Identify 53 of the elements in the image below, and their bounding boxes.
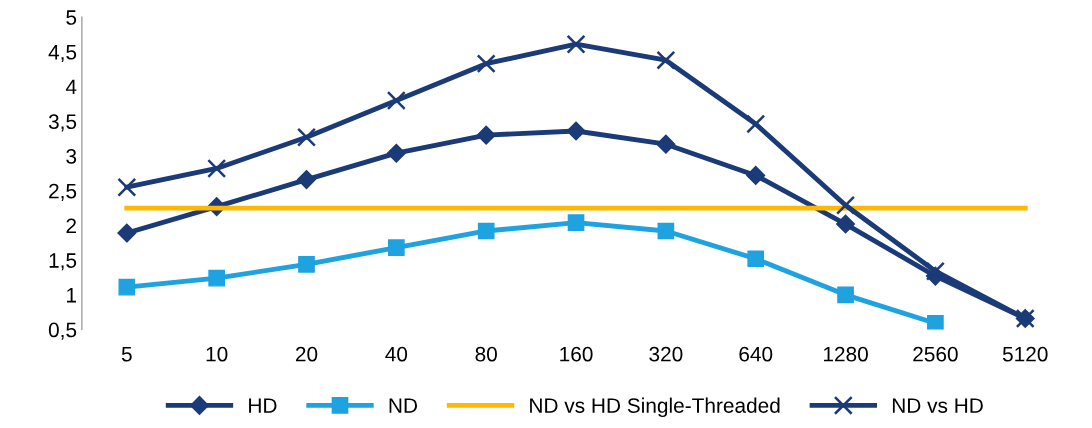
point xyxy=(746,165,766,185)
point xyxy=(476,125,496,145)
point xyxy=(656,134,676,154)
x-tick-label: 40 xyxy=(385,346,408,362)
point xyxy=(836,214,856,234)
point xyxy=(476,54,496,74)
x-tick-label: 160 xyxy=(560,346,593,362)
point xyxy=(207,158,227,179)
point xyxy=(747,250,765,268)
y-tick-label: 3,5 xyxy=(48,114,77,132)
point xyxy=(296,170,317,190)
point xyxy=(118,278,136,296)
point xyxy=(837,286,854,304)
x-tick-label: 640 xyxy=(739,346,773,362)
point xyxy=(925,261,945,281)
y-tick-label: 1 xyxy=(67,288,77,303)
point xyxy=(657,222,675,240)
y-tick-label: 5 xyxy=(66,10,77,25)
point xyxy=(386,143,406,163)
x-tick-label: 5120 xyxy=(1002,346,1048,362)
point xyxy=(835,195,856,215)
x-tick-label: 80 xyxy=(475,346,497,362)
y-tick-label: 1,5 xyxy=(49,253,77,271)
point xyxy=(296,127,317,147)
point xyxy=(386,90,406,111)
legend-label: HD xyxy=(249,398,277,413)
x-tick-label: 2560 xyxy=(913,346,958,362)
point xyxy=(477,222,495,240)
point xyxy=(117,177,137,197)
point xyxy=(567,214,585,231)
legend-label: ND vs HD Single-Threaded xyxy=(530,397,780,418)
point xyxy=(566,121,586,141)
point xyxy=(566,34,586,54)
x-tick-label: 10 xyxy=(206,346,228,362)
y-tick-label: 4 xyxy=(65,79,77,95)
point xyxy=(927,314,944,330)
x-tick-label: 320 xyxy=(649,346,683,362)
x-tick-label: 20 xyxy=(295,346,318,362)
point xyxy=(388,239,405,256)
y-tick-label: 2,5 xyxy=(49,183,77,201)
y-tick-label: 3 xyxy=(66,148,77,164)
x-tick-label: 5 xyxy=(121,346,132,362)
y-tick-label: 0,5 xyxy=(48,322,77,340)
x-tick-label: 1280 xyxy=(823,346,868,362)
point xyxy=(298,255,315,273)
point xyxy=(117,223,137,243)
point xyxy=(208,269,225,287)
y-tick-label: 2 xyxy=(66,218,76,233)
y-tick-label: 4,5 xyxy=(48,45,77,63)
legend-label: ND xyxy=(389,398,417,413)
point xyxy=(656,50,676,70)
legend-label: ND vs HD xyxy=(892,398,983,413)
point xyxy=(746,114,766,134)
